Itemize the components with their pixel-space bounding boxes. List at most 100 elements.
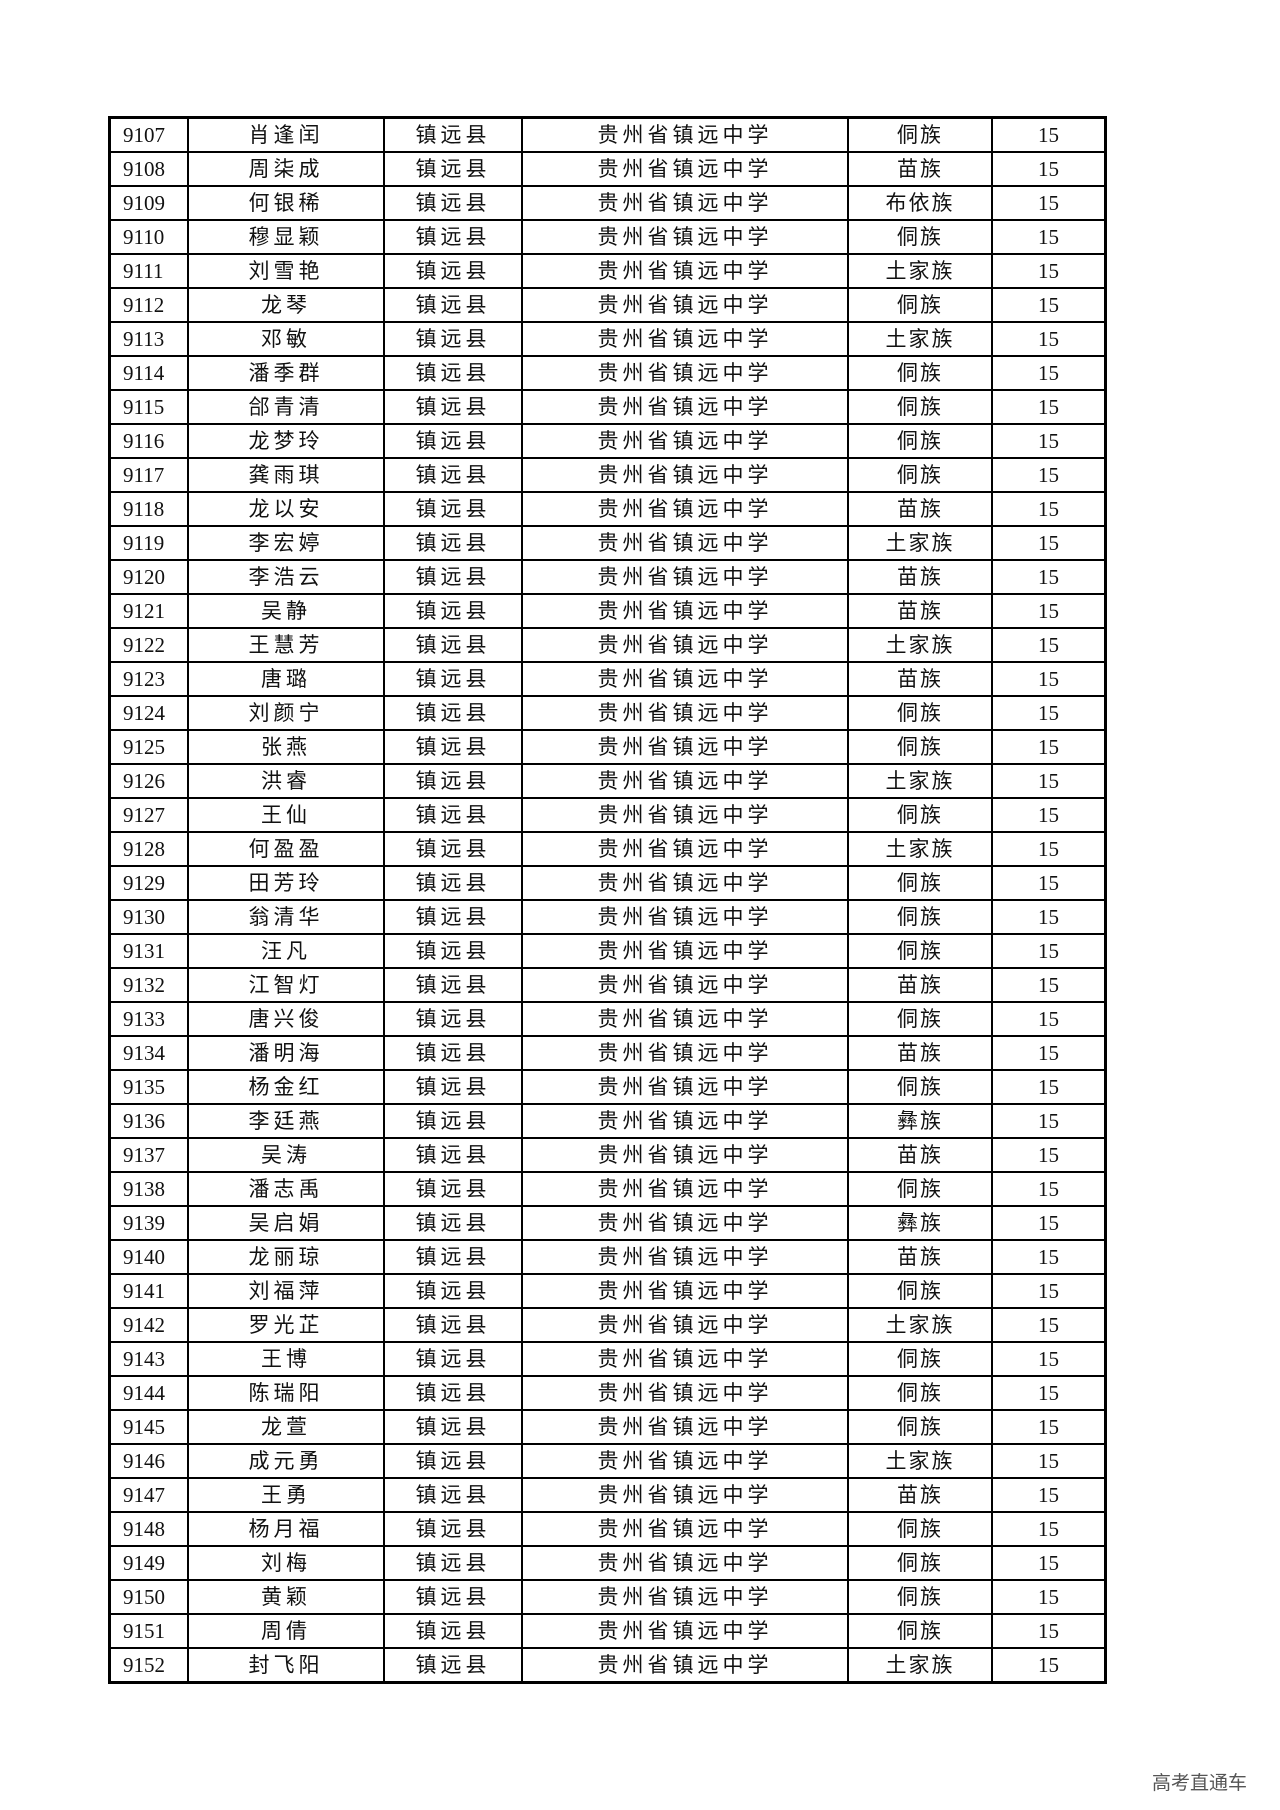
county-cell: 镇远县: [383, 355, 523, 391]
student-name-cell: 周柒成: [187, 151, 385, 187]
score-cell: 15: [991, 899, 1107, 935]
score-cell: 15: [991, 1545, 1107, 1581]
school-cell: 贵州省镇远中学: [521, 355, 849, 391]
student-name-cell: 汪凡: [187, 933, 385, 969]
row-number-cell: 9124: [108, 695, 189, 731]
school-cell: 贵州省镇远中学: [521, 1171, 849, 1207]
student-name-cell: 洪睿: [187, 763, 385, 799]
table-row: 9146 成元勇 镇远县 贵州省镇远中学 土家族 15: [108, 1443, 1107, 1479]
county-cell: 镇远县: [383, 1579, 523, 1615]
row-number-cell: 9150: [108, 1579, 189, 1615]
student-name-cell: 封飞阳: [187, 1647, 385, 1684]
student-name-cell: 刘雪艳: [187, 253, 385, 289]
row-number-cell: 9126: [108, 763, 189, 799]
school-cell: 贵州省镇远中学: [521, 1375, 849, 1411]
score-cell: 15: [991, 695, 1107, 731]
ethnicity-cell: 苗族: [847, 491, 993, 527]
score-cell: 15: [991, 1409, 1107, 1445]
county-cell: 镇远县: [383, 1477, 523, 1513]
table-row: 9125 张燕 镇远县 贵州省镇远中学 侗族 15: [108, 729, 1107, 765]
county-cell: 镇远县: [383, 1273, 523, 1309]
student-name-cell: 吴涛: [187, 1137, 385, 1173]
score-cell: 15: [991, 1137, 1107, 1173]
ethnicity-cell: 侗族: [847, 865, 993, 901]
score-cell: 15: [991, 967, 1107, 1003]
table-row: 9138 潘志禹 镇远县 贵州省镇远中学 侗族 15: [108, 1171, 1107, 1207]
student-name-cell: 陈瑞阳: [187, 1375, 385, 1411]
county-cell: 镇远县: [383, 627, 523, 663]
school-cell: 贵州省镇远中学: [521, 1069, 849, 1105]
student-name-cell: 吴静: [187, 593, 385, 629]
county-cell: 镇远县: [383, 933, 523, 969]
score-cell: 15: [991, 1239, 1107, 1275]
school-cell: 贵州省镇远中学: [521, 1579, 849, 1615]
table-row: 9137 吴涛 镇远县 贵州省镇远中学 苗族 15: [108, 1137, 1107, 1173]
table-row: 9121 吴静 镇远县 贵州省镇远中学 苗族 15: [108, 593, 1107, 629]
student-name-cell: 翁清华: [187, 899, 385, 935]
county-cell: 镇远县: [383, 1341, 523, 1377]
score-cell: 15: [991, 797, 1107, 833]
score-cell: 15: [991, 729, 1107, 765]
row-number-cell: 9141: [108, 1273, 189, 1309]
score-cell: 15: [991, 1273, 1107, 1309]
table-row: 9133 唐兴俊 镇远县 贵州省镇远中学 侗族 15: [108, 1001, 1107, 1037]
school-cell: 贵州省镇远中学: [521, 695, 849, 731]
student-name-cell: 江智灯: [187, 967, 385, 1003]
row-number-cell: 9145: [108, 1409, 189, 1445]
student-name-cell: 邓敏: [187, 321, 385, 357]
student-name-cell: 刘梅: [187, 1545, 385, 1581]
row-number-cell: 9107: [108, 116, 189, 153]
school-cell: 贵州省镇远中学: [521, 1001, 849, 1037]
ethnicity-cell: 侗族: [847, 1511, 993, 1547]
score-cell: 15: [991, 933, 1107, 969]
score-cell: 15: [991, 151, 1107, 187]
ethnicity-cell: 侗族: [847, 389, 993, 425]
school-cell: 贵州省镇远中学: [521, 116, 849, 153]
school-cell: 贵州省镇远中学: [521, 1443, 849, 1479]
ethnicity-cell: 侗族: [847, 116, 993, 153]
student-name-cell: 唐璐: [187, 661, 385, 697]
table-row: 9144 陈瑞阳 镇远县 贵州省镇远中学 侗族 15: [108, 1375, 1107, 1411]
row-number-cell: 9142: [108, 1307, 189, 1343]
score-cell: 15: [991, 525, 1107, 561]
ethnicity-cell: 苗族: [847, 1035, 993, 1071]
student-name-cell: 何盈盈: [187, 831, 385, 867]
ethnicity-cell: 侗族: [847, 1069, 993, 1105]
table-row: 9130 翁清华 镇远县 贵州省镇远中学 侗族 15: [108, 899, 1107, 935]
ethnicity-cell: 侗族: [847, 423, 993, 459]
county-cell: 镇远县: [383, 151, 523, 187]
row-number-cell: 9144: [108, 1375, 189, 1411]
table-row: 9110 穆显颖 镇远县 贵州省镇远中学 侗族 15: [108, 219, 1107, 255]
score-cell: 15: [991, 355, 1107, 391]
student-name-cell: 吴启娟: [187, 1205, 385, 1241]
score-cell: 15: [991, 423, 1107, 459]
row-number-cell: 9118: [108, 491, 189, 527]
table-row: 9109 何银稀 镇远县 贵州省镇远中学 布依族 15: [108, 185, 1107, 221]
student-name-cell: 王勇: [187, 1477, 385, 1513]
score-cell: 15: [991, 389, 1107, 425]
row-number-cell: 9112: [108, 287, 189, 323]
school-cell: 贵州省镇远中学: [521, 491, 849, 527]
table-row: 9115 郃青清 镇远县 贵州省镇远中学 侗族 15: [108, 389, 1107, 425]
score-cell: 15: [991, 1477, 1107, 1513]
school-cell: 贵州省镇远中学: [521, 219, 849, 255]
ethnicity-cell: 土家族: [847, 1443, 993, 1479]
row-number-cell: 9135: [108, 1069, 189, 1105]
school-cell: 贵州省镇远中学: [521, 457, 849, 493]
county-cell: 镇远县: [383, 116, 523, 153]
school-cell: 贵州省镇远中学: [521, 729, 849, 765]
county-cell: 镇远县: [383, 1375, 523, 1411]
ethnicity-cell: 土家族: [847, 1307, 993, 1343]
row-number-cell: 9136: [108, 1103, 189, 1139]
score-cell: 15: [991, 559, 1107, 595]
school-cell: 贵州省镇远中学: [521, 1273, 849, 1309]
student-name-cell: 何银稀: [187, 185, 385, 221]
table-row: 9152 封飞阳 镇远县 贵州省镇远中学 土家族 15: [108, 1647, 1107, 1684]
ethnicity-cell: 苗族: [847, 661, 993, 697]
ethnicity-cell: 侗族: [847, 695, 993, 731]
county-cell: 镇远县: [383, 1001, 523, 1037]
county-cell: 镇远县: [383, 1443, 523, 1479]
school-cell: 贵州省镇远中学: [521, 865, 849, 901]
county-cell: 镇远县: [383, 389, 523, 425]
ethnicity-cell: 侗族: [847, 219, 993, 255]
